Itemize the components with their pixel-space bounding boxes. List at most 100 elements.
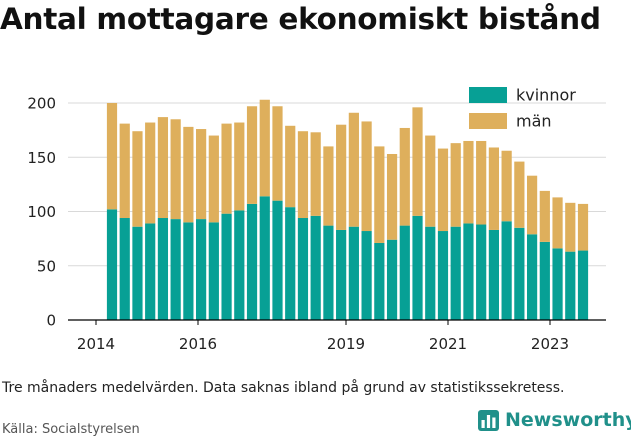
bar-kvinnor (463, 223, 474, 320)
bar-kvinnor (145, 223, 156, 320)
bar-kvinnor (488, 229, 499, 320)
bar-män (501, 150, 512, 222)
axes: 0 50 100 150 200 2014 2016 2019 2021 2023 (27, 95, 606, 353)
bar-män (132, 131, 143, 227)
bar-kvinnor (259, 196, 270, 320)
bar-män (412, 107, 423, 216)
y-tick-label: 50 (37, 257, 56, 275)
x-tick-label: 2023 (531, 335, 569, 353)
bar-kvinnor (425, 226, 436, 320)
bar-kvinnor (412, 215, 423, 320)
bar-kvinnor (514, 227, 525, 320)
bar-män (285, 125, 296, 208)
bar-män (514, 161, 525, 228)
bar-chart-logo-icon (478, 409, 499, 431)
bar-kvinnor (208, 222, 219, 320)
bar-män (234, 122, 245, 211)
footnote: Tre månaders medelvärden. Data saknas ib… (2, 380, 565, 396)
bar-kvinnor (106, 209, 118, 320)
y-tick-label: 150 (27, 149, 56, 167)
bar-män (348, 112, 359, 227)
bar-kvinnor (246, 203, 258, 320)
bar-män (323, 146, 334, 226)
bar-män (374, 146, 385, 243)
y-tick-label: 200 (27, 95, 56, 113)
bar-män (386, 153, 398, 240)
bar-kvinnor (285, 207, 296, 320)
bar-män (336, 124, 347, 230)
bar-kvinnor (437, 231, 449, 320)
bar-kvinnor (221, 213, 232, 320)
bar-män (463, 140, 474, 224)
bar-kvinnor (234, 210, 245, 320)
bar-män (565, 202, 576, 252)
bar-kvinnor (361, 231, 372, 320)
bar-kvinnor (526, 234, 538, 320)
bar-män (170, 119, 181, 220)
bar-kvinnor (336, 229, 347, 320)
bar-kvinnor (132, 226, 143, 320)
bar-män (361, 121, 372, 232)
bar-män (539, 190, 550, 242)
bar-män (106, 103, 118, 210)
bar-män (310, 132, 321, 216)
y-tick-label: 0 (46, 312, 56, 330)
bar-män (272, 106, 283, 201)
bar-män (119, 123, 130, 219)
bar-män (145, 122, 156, 224)
bar-män (577, 203, 589, 251)
bar-kvinnor (501, 221, 512, 320)
bar-män (246, 106, 258, 204)
bar-kvinnor (272, 200, 283, 320)
source-credit: Källa: Socialstyrelsen (2, 422, 140, 437)
bar-män (221, 123, 232, 214)
legend-swatch-kvinnor (469, 87, 507, 103)
bars (106, 99, 589, 320)
legend-label-män: män (516, 112, 552, 131)
bar-kvinnor (399, 225, 410, 320)
chart-title: Antal mottagare ekonomiskt bistånd (0, 2, 601, 36)
stacked-bar-chart: 0 50 100 150 200 2014 2016 2019 2021 2023 kvinnor… (27, 86, 606, 353)
bar-män (259, 99, 270, 197)
bar-män (552, 197, 563, 249)
bar-kvinnor (539, 241, 550, 320)
brand-logo[interactable]: Newsworthy (478, 409, 631, 431)
bar-kvinnor (552, 248, 563, 320)
bar-män (208, 135, 219, 223)
legend-label-kvinnor: kvinnor (516, 86, 576, 105)
bar-kvinnor (476, 224, 487, 320)
x-tick-label: 2019 (327, 335, 365, 353)
bar-män (297, 131, 309, 219)
bar-kvinnor (183, 222, 194, 320)
bar-män (450, 143, 461, 227)
bar-kvinnor (565, 251, 576, 320)
brand-name: Newsworthy (505, 409, 631, 431)
bar-kvinnor (374, 242, 385, 320)
bar-män (196, 129, 207, 220)
bar-kvinnor (577, 250, 589, 320)
x-tick-label: 2014 (77, 335, 115, 353)
bar-män (157, 117, 169, 219)
x-tick-label: 2016 (179, 335, 217, 353)
legend-swatch-män (469, 113, 507, 129)
bar-män (425, 135, 436, 227)
bar-män (399, 127, 410, 226)
bar-kvinnor (196, 219, 207, 320)
bar-män (183, 126, 194, 223)
bar-män (526, 175, 538, 235)
bar-kvinnor (386, 239, 398, 320)
bar-kvinnor (310, 215, 321, 320)
bar-kvinnor (119, 218, 130, 320)
bar-män (488, 147, 499, 230)
bar-kvinnor (348, 226, 359, 320)
legend: kvinnor män (469, 86, 576, 131)
bar-kvinnor (323, 225, 334, 320)
x-tick-label: 2021 (429, 335, 467, 353)
bar-kvinnor (297, 218, 309, 320)
bar-kvinnor (450, 226, 461, 320)
bar-män (437, 148, 449, 232)
bar-kvinnor (157, 218, 169, 320)
bar-män (476, 140, 487, 225)
bar-kvinnor (170, 219, 181, 320)
y-tick-label: 100 (27, 203, 56, 221)
